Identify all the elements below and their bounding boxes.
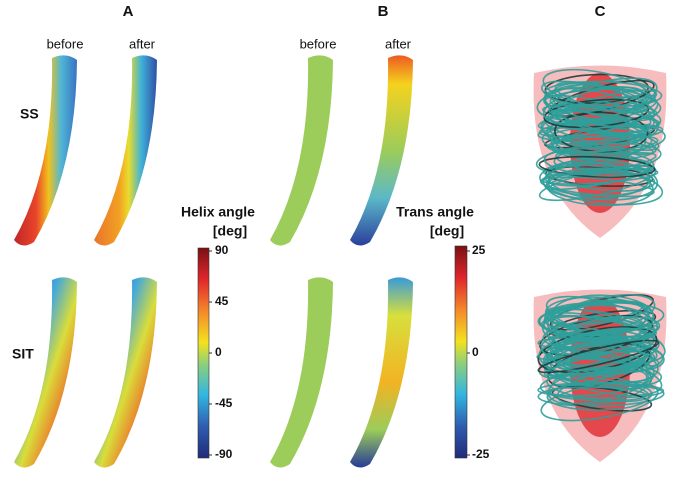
column-label: before (47, 36, 84, 51)
fiber (540, 315, 657, 342)
column-label: before (300, 36, 337, 51)
fiber (542, 315, 661, 348)
panel-label: C (595, 3, 606, 20)
fiber (535, 142, 662, 176)
fiber (541, 80, 656, 122)
fiber-tracts (533, 65, 667, 462)
fiber (547, 158, 659, 201)
colorbar-unit: [deg] (430, 223, 464, 239)
row-label: SIT (12, 346, 34, 362)
fiber (556, 350, 649, 372)
fiber (538, 165, 657, 202)
fiber (546, 382, 650, 411)
fiber (539, 164, 664, 206)
fiber (542, 161, 651, 200)
slice (350, 277, 413, 468)
fiber (544, 302, 659, 343)
colorbar (197, 247, 210, 459)
fiber (548, 104, 652, 128)
myocardium-slices (14, 55, 413, 468)
fiber (540, 381, 659, 422)
fiber (551, 327, 646, 367)
colorbar-tick-label: 90 (215, 243, 229, 257)
fiber (538, 340, 659, 384)
slice (270, 277, 333, 468)
panel-label: A (123, 3, 134, 20)
fiber (556, 369, 648, 405)
fiber (548, 386, 648, 402)
colorbar-tick-label: 0 (472, 345, 479, 359)
fiber (551, 293, 656, 336)
slice (270, 55, 333, 246)
slice (94, 277, 157, 468)
colorbar-tick-label: 0 (215, 345, 222, 359)
colorbar-tick-label: 45 (215, 294, 229, 308)
fiber (546, 134, 659, 153)
colorbar-unit: [deg] (213, 223, 247, 239)
colorbar-tick-label: -90 (215, 447, 233, 461)
fiber (542, 77, 658, 124)
row-label: SS (20, 106, 39, 122)
panel-labels: A B C (123, 3, 606, 20)
fiber (550, 108, 652, 138)
column-label: after (385, 36, 412, 51)
slice (14, 55, 77, 246)
slice (94, 55, 157, 246)
fiber (543, 87, 655, 134)
fiber (554, 81, 650, 114)
colorbar-title: Helix angle (181, 204, 255, 220)
colorbar-tick-label: -45 (215, 396, 233, 410)
column-label: after (129, 36, 156, 51)
fiber (538, 155, 656, 178)
fiber (551, 385, 653, 412)
fiber (540, 333, 665, 373)
slice (14, 277, 77, 468)
colorbar (454, 245, 468, 459)
colorbar-tick-label: 25 (472, 243, 486, 257)
fiber (537, 339, 660, 374)
colorbar-tick-label: -25 (472, 447, 490, 461)
fiber (543, 147, 655, 177)
colorbar-title: Trans angle (396, 204, 474, 220)
panel-label: B (378, 3, 389, 20)
